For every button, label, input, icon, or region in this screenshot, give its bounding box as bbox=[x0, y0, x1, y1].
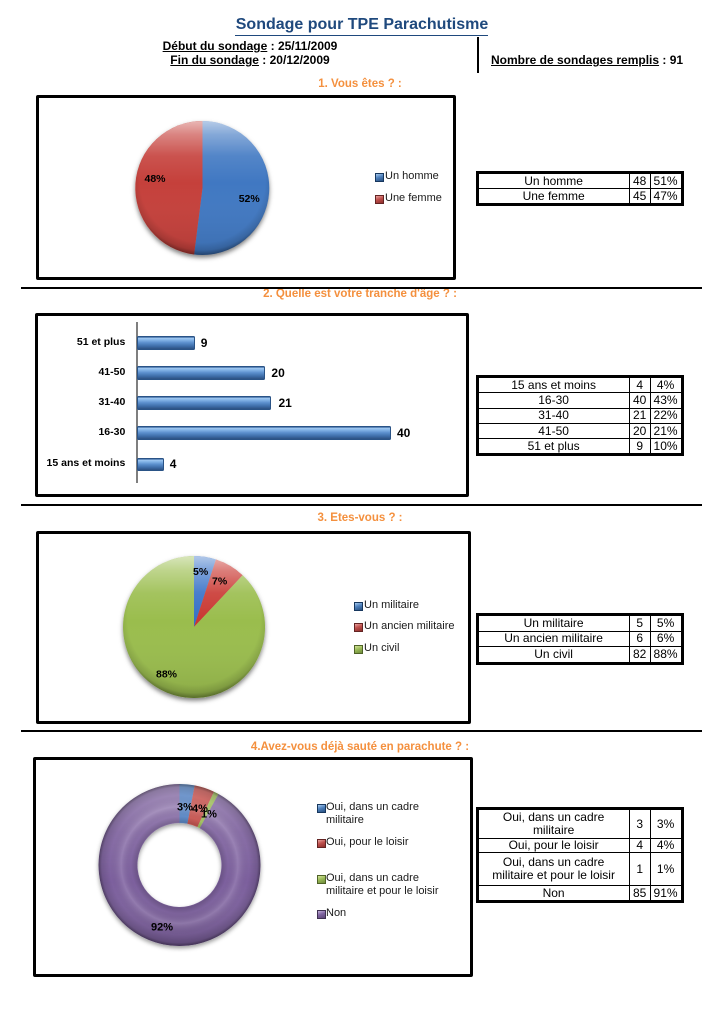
svg-text:52%: 52% bbox=[239, 193, 261, 205]
svg-text:7%: 7% bbox=[212, 576, 228, 588]
svg-text:5%: 5% bbox=[193, 566, 209, 578]
svg-text:48%: 48% bbox=[145, 173, 167, 185]
svg-text:1%: 1% bbox=[201, 808, 217, 820]
svg-text:4%: 4% bbox=[192, 803, 208, 815]
svg-text:3%: 3% bbox=[177, 801, 193, 813]
svg-text:92%: 92% bbox=[151, 921, 173, 933]
svg-text:88%: 88% bbox=[156, 669, 178, 681]
